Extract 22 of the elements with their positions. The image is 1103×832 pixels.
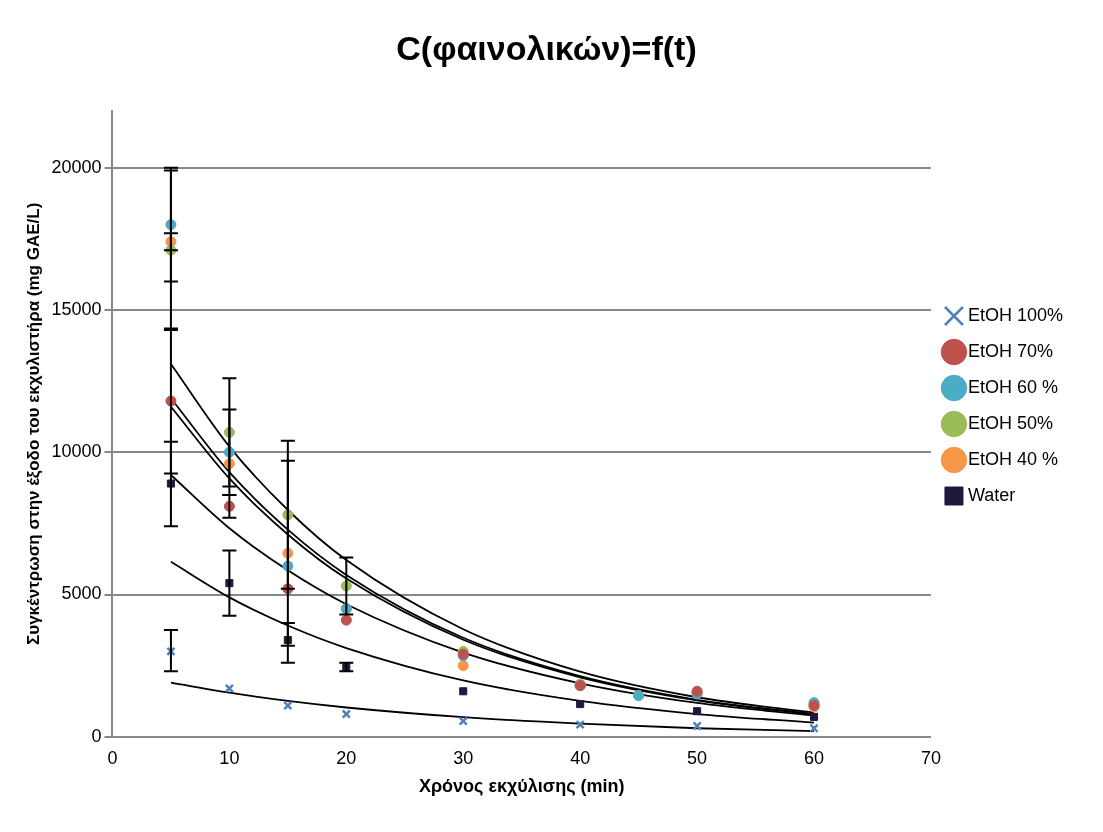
y-tick-label: 5000 [61,583,102,604]
x-tick-label: 40 [570,747,591,768]
legend-label: EtOH 60 % [967,376,1058,397]
y-tick-label: 20000 [51,156,102,177]
x-axis-title: Χρόνος εκχύλισης (min) [418,776,625,797]
legend-label: EtOH 100% [967,304,1063,325]
x-tick-label: 0 [107,747,118,768]
x-tick-label: 70 [920,747,941,768]
y-tick-label: 10000 [51,441,102,462]
y-tick-label: 15000 [51,298,102,319]
y-tick-label: 0 [91,725,102,746]
legend-label: EtOH 40 % [967,448,1058,469]
x-tick-label: 60 [804,747,825,768]
legend-label: EtOH 50% [967,412,1053,433]
x-tick-label: 30 [453,747,474,768]
x-tick-label: 50 [687,747,708,768]
legend-label: EtOH 70% [967,340,1053,361]
y-axis-title: Συγκέντρωση στην έξοδο του εκχυλιστήρα (mg GAE/L) [23,202,43,645]
legend-label: Water [967,484,1016,505]
x-tick-label: 10 [219,747,240,768]
chart-title: C(φαινολικών)=f(t) [396,28,697,67]
x-tick-label: 20 [336,747,357,768]
